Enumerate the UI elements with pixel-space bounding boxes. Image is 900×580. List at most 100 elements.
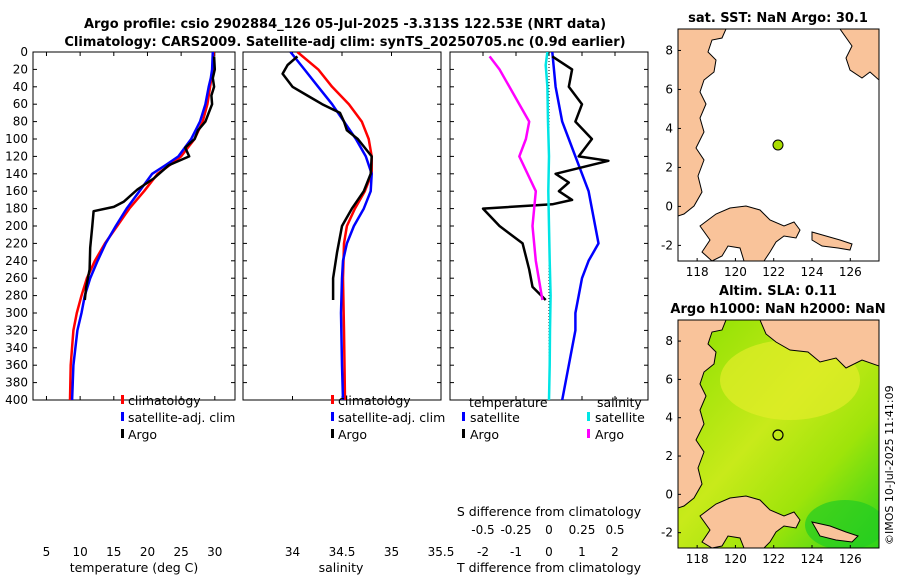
x-tick-label: 1 <box>578 545 586 559</box>
legend-satellite-swatch <box>121 412 124 421</box>
legend-t-argo-label: Argo <box>470 427 499 442</box>
depth-tick-label: 220 <box>5 236 28 250</box>
legend-climatology-swatch <box>121 395 124 404</box>
temperature-axes-box <box>32 51 236 401</box>
sla-map-frame <box>677 319 880 549</box>
depth-tick-label: 300 <box>5 306 28 320</box>
sla-map-title-line2: Argo h1000: NaN h2000: NaN <box>670 302 885 317</box>
depth-tick-label: 20 <box>13 62 28 76</box>
depth-tick-label: 360 <box>5 358 28 372</box>
salinity-legend-argo-label: Argo <box>338 427 367 442</box>
legend-temperature-title: temperature <box>469 395 548 410</box>
x-tick-label: 34 <box>285 545 300 559</box>
depth-tick-label: 260 <box>5 271 28 285</box>
difference-panel: -2 -1 0 1 2 S difference from climatology -0… <box>449 51 649 575</box>
sst-land-mindanao <box>839 29 879 81</box>
x-tick-label: -1 <box>510 545 522 559</box>
x-tick-label: 20 <box>140 545 155 559</box>
sst-land-borneo <box>678 29 727 217</box>
depth-tick-label: 140 <box>5 167 28 181</box>
sst-map-title: sat. SST: NaN Argo: 30.1 <box>688 11 868 26</box>
series-t-argo <box>481 55 610 301</box>
x-tick-label: 35.5 <box>428 545 455 559</box>
salinity-legend-climatology-label: climatology <box>338 393 411 408</box>
series-argo <box>281 55 373 300</box>
s-difference-label: S difference from climatology <box>457 504 642 519</box>
salinity-legend-satellite-label: satellite-adj. clim <box>338 410 445 425</box>
map-lat-label: 8 <box>665 334 673 348</box>
sla-land-sulawesi <box>699 495 801 548</box>
figure-title-line1: Argo profile: csio 2902884_126 05-Jul-20… <box>84 17 606 32</box>
s-diff-tick-label: 0 <box>545 523 553 537</box>
salinity-xlabel: salinity <box>319 560 364 575</box>
x-tick-label: -2 <box>477 545 489 559</box>
map-lat-label: 8 <box>665 43 673 57</box>
map-lon-label: 126 <box>839 552 862 566</box>
x-tick-label: 2 <box>611 545 619 559</box>
x-tick-label: 30 <box>207 545 222 559</box>
t-difference-label: T difference from climatology <box>456 560 642 575</box>
legend-t-satellite-label: satellite <box>470 410 520 425</box>
s-diff-tick-label: 0.25 <box>569 523 596 537</box>
legend-s-satellite-label: satellite <box>595 410 645 425</box>
depth-tick-label: 60 <box>13 97 28 111</box>
temperature-legend: climatology satellite-adj. clim Argo <box>121 393 235 442</box>
difference-legend: temperature satellite Argo salinity sate… <box>462 395 645 442</box>
s-diff-tick-label: 0.5 <box>605 523 624 537</box>
sla-float-marker <box>772 429 784 441</box>
legend-argo-swatch <box>121 429 124 438</box>
figure-title-line2: Climatology: CARS2009. Satellite-adj cli… <box>64 35 625 50</box>
sla-land-borneo <box>678 320 727 509</box>
sst-land-sulawesi <box>699 205 801 261</box>
sst-map-panel: sat. SST: NaN Argo: 30.1 118 120 122 124 126… <box>661 11 880 279</box>
salinity-legend-satellite-swatch <box>331 412 334 421</box>
sla-map-panel: Altim. SLA: 0.11 Argo h1000: NaN h2000: … <box>661 284 886 566</box>
x-tick-label: 25 <box>173 545 188 559</box>
series-s-satellite <box>544 52 552 400</box>
map-lon-label: 118 <box>686 265 709 279</box>
map-lat-label: 6 <box>665 372 673 386</box>
series-climatology <box>68 52 215 400</box>
s-diff-tick-label: -0.25 <box>500 523 531 537</box>
series-satellite-adj-clim <box>289 52 373 400</box>
map-lat-label: 4 <box>665 121 673 135</box>
map-lat-label: -2 <box>661 526 673 540</box>
map-lon-label: 120 <box>724 552 747 566</box>
temperature-panel: 5 10 15 20 25 30 temperature (deg C) climatol… <box>32 51 236 575</box>
depth-tick-label: 240 <box>5 254 28 268</box>
depth-tick-label: 400 <box>5 393 28 407</box>
x-tick-label: 34.5 <box>329 545 356 559</box>
copyright-stamp: ©IMOS 10-Jul-2025 11:41:09 <box>883 385 896 545</box>
map-lat-label: 0 <box>665 199 673 213</box>
depth-tick-label: 80 <box>13 115 28 129</box>
salinity-legend-argo-swatch <box>331 429 334 438</box>
x-tick-label: 35 <box>384 545 399 559</box>
map-lat-label: 2 <box>665 160 673 174</box>
salinity-legend: climatology satellite-adj. clim Argo <box>331 393 445 442</box>
map-lon-label: 122 <box>762 265 785 279</box>
depth-tick-label: 100 <box>5 132 28 146</box>
depth-tick-label: 120 <box>5 149 28 163</box>
legend-salinity-title: salinity <box>597 395 642 410</box>
sst-map-frame <box>677 28 880 262</box>
map-lat-label: 6 <box>665 82 673 96</box>
depth-tick-label: 160 <box>5 184 28 198</box>
map-lon-label: 126 <box>839 265 862 279</box>
map-lon-label: 124 <box>801 552 824 566</box>
salinity-legend-climatology-swatch <box>331 395 334 404</box>
salinity-panel: 34 34.5 35 35.5 salinity climatology satell… <box>242 51 455 575</box>
sst-float-marker <box>772 139 784 151</box>
depth-tick-label: 200 <box>5 219 28 233</box>
legend-s-satellite-swatch <box>587 412 590 421</box>
legend-t-satellite-swatch <box>462 412 465 421</box>
sla-map-title-line1: Altim. SLA: 0.11 <box>719 284 837 299</box>
temperature-xlabel: temperature (deg C) <box>70 560 199 575</box>
legend-climatology-label: climatology <box>128 393 201 408</box>
sst-land-islands <box>811 231 853 251</box>
sla-land-east <box>811 521 859 543</box>
series-argo <box>83 56 217 301</box>
depth-tick-label: 40 <box>13 80 28 94</box>
series-satellite-adj-clim <box>70 52 215 400</box>
map-lon-label: 124 <box>801 265 824 279</box>
